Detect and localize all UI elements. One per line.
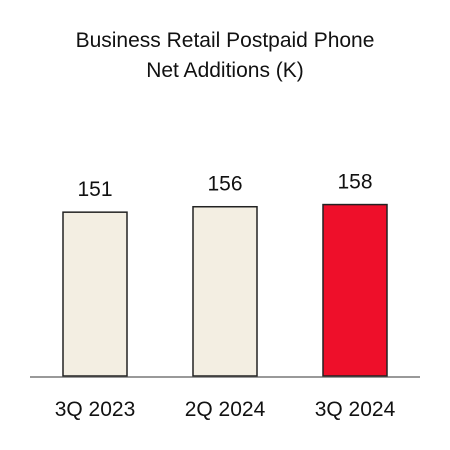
value-label: 158 — [337, 171, 372, 194]
x-tick-label: 3Q 2024 — [315, 398, 396, 421]
bar — [322, 203, 388, 377]
value-label: 151 — [77, 178, 112, 201]
x-tick-label: 3Q 2023 — [55, 398, 136, 421]
chart-title: Business Retail Postpaid Phone Net Addit… — [75, 29, 375, 82]
x-tick-label: 2Q 2024 — [185, 398, 266, 421]
value-label: 156 — [207, 173, 242, 196]
bar — [192, 205, 258, 377]
bar — [62, 211, 128, 377]
